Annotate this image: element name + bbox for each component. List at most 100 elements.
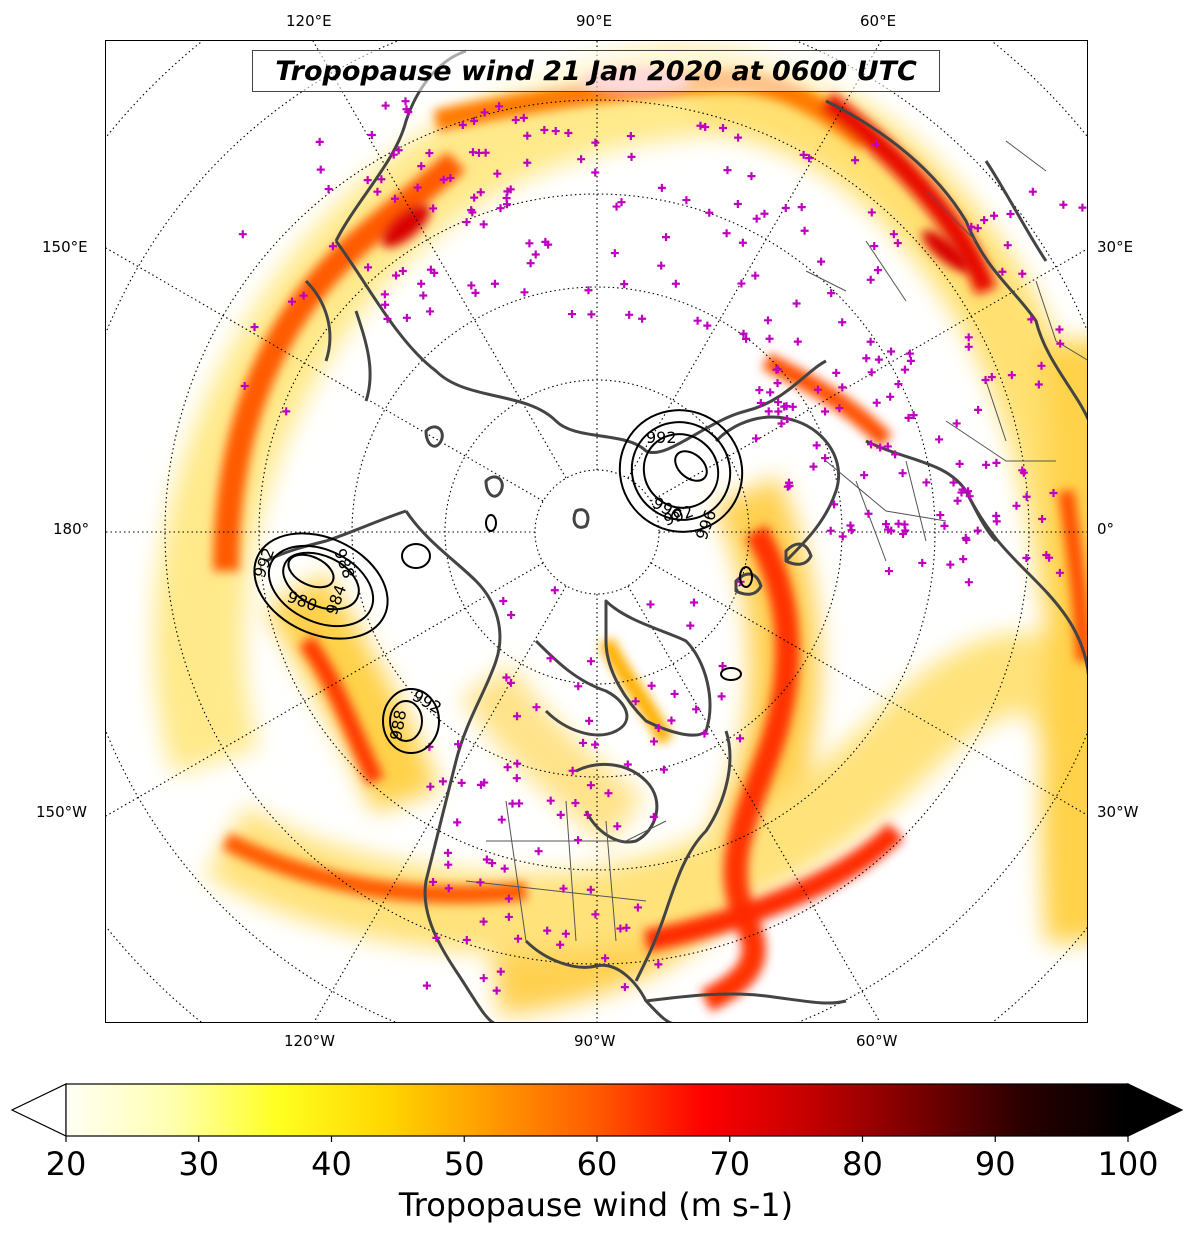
lon-label-bottom: 120°W bbox=[284, 1032, 335, 1050]
station-marker bbox=[438, 777, 447, 786]
lon-label-right: 30°E bbox=[1097, 238, 1134, 256]
station-marker bbox=[900, 365, 909, 374]
station-marker bbox=[799, 150, 808, 159]
station-marker bbox=[1045, 553, 1054, 562]
station-marker bbox=[998, 267, 1007, 276]
station-marker bbox=[591, 740, 600, 749]
station-marker bbox=[797, 203, 806, 212]
station-marker bbox=[479, 974, 488, 983]
station-marker bbox=[482, 855, 491, 864]
station-marker bbox=[682, 196, 691, 205]
station-marker bbox=[867, 208, 876, 217]
station-marker bbox=[1012, 501, 1021, 510]
station-marker bbox=[662, 233, 671, 242]
station-marker bbox=[546, 796, 555, 805]
colorbar-tick-label: 20 bbox=[45, 1145, 87, 1183]
lon-label-top: 120°E bbox=[286, 12, 332, 30]
station-marker bbox=[470, 116, 479, 125]
station-marker bbox=[568, 766, 577, 775]
country-borders bbox=[465, 140, 1087, 942]
station-marker bbox=[1018, 269, 1027, 278]
station-marker bbox=[462, 218, 471, 227]
station-marker bbox=[882, 520, 891, 529]
station-marker bbox=[957, 488, 966, 497]
station-marker bbox=[965, 492, 974, 501]
station-marker bbox=[646, 600, 655, 609]
station-marker bbox=[751, 271, 760, 280]
station-marker bbox=[564, 129, 573, 138]
station-marker bbox=[324, 185, 333, 194]
station-marker bbox=[909, 411, 918, 420]
station-marker bbox=[959, 555, 968, 564]
station-marker bbox=[426, 782, 435, 791]
station-marker bbox=[723, 166, 732, 175]
colorbar-tick-label: 40 bbox=[311, 1145, 352, 1183]
station-marker bbox=[381, 101, 390, 110]
station-marker bbox=[508, 799, 517, 808]
station-marker bbox=[417, 279, 426, 288]
station-marker bbox=[722, 229, 731, 238]
station-marker bbox=[654, 960, 663, 969]
station-marker bbox=[733, 199, 742, 208]
station-marker bbox=[444, 884, 453, 893]
station-marker bbox=[610, 249, 619, 258]
station-marker bbox=[513, 759, 522, 768]
station-marker bbox=[718, 661, 727, 670]
station-marker bbox=[238, 230, 247, 239]
station-marker bbox=[515, 799, 524, 808]
station-marker bbox=[889, 230, 898, 239]
station-marker bbox=[992, 458, 1001, 467]
station-marker bbox=[870, 242, 879, 251]
station-marker bbox=[389, 150, 398, 159]
contour-label: 992 bbox=[250, 545, 278, 580]
station-marker bbox=[612, 202, 621, 211]
station-marker bbox=[1028, 187, 1037, 196]
station-marker bbox=[1038, 514, 1047, 523]
station-marker bbox=[429, 204, 438, 213]
station-marker bbox=[470, 193, 479, 202]
colorbar-max-extension bbox=[1127, 1083, 1184, 1137]
station-marker bbox=[586, 885, 595, 894]
station-marker bbox=[809, 462, 818, 471]
station-marker bbox=[866, 337, 875, 346]
station-marker bbox=[556, 810, 565, 819]
station-marker bbox=[905, 349, 914, 358]
station-marker bbox=[940, 521, 949, 530]
station-marker bbox=[973, 526, 982, 535]
station-marker bbox=[838, 532, 847, 541]
station-marker bbox=[571, 799, 580, 808]
station-marker bbox=[523, 158, 532, 167]
lon-label-top: 60°E bbox=[860, 12, 897, 30]
station-marker bbox=[1022, 554, 1031, 563]
polar-stereographic-map: 992 980 984 988 992 988 992 996 992 996 bbox=[106, 41, 1087, 1022]
station-marker bbox=[250, 323, 259, 332]
station-marker bbox=[777, 419, 786, 428]
station-marker bbox=[316, 165, 325, 174]
station-marker bbox=[551, 127, 560, 136]
station-marker bbox=[838, 318, 847, 327]
station-marker bbox=[601, 954, 610, 963]
station-marker bbox=[851, 156, 860, 165]
station-marker bbox=[380, 290, 389, 299]
station-marker bbox=[827, 289, 836, 298]
station-marker bbox=[373, 187, 382, 196]
station-marker bbox=[826, 526, 835, 535]
station-marker bbox=[543, 926, 552, 935]
station-marker bbox=[657, 183, 666, 192]
station-marker bbox=[625, 310, 634, 319]
station-marker bbox=[737, 279, 746, 288]
station-marker bbox=[511, 115, 520, 124]
station-marker bbox=[866, 275, 875, 284]
station-marker bbox=[935, 435, 944, 444]
station-marker bbox=[425, 149, 434, 158]
station-marker bbox=[586, 781, 595, 790]
station-marker bbox=[667, 716, 676, 725]
station-marker bbox=[717, 692, 726, 701]
station-marker bbox=[587, 310, 596, 319]
lon-label-right: 0° bbox=[1097, 520, 1115, 538]
station-marker bbox=[1049, 489, 1058, 498]
station-marker bbox=[383, 314, 392, 323]
map-panel: 992 980 984 988 992 988 992 996 992 996 bbox=[105, 40, 1088, 1023]
station-marker bbox=[526, 259, 535, 268]
station-marker bbox=[952, 419, 961, 428]
